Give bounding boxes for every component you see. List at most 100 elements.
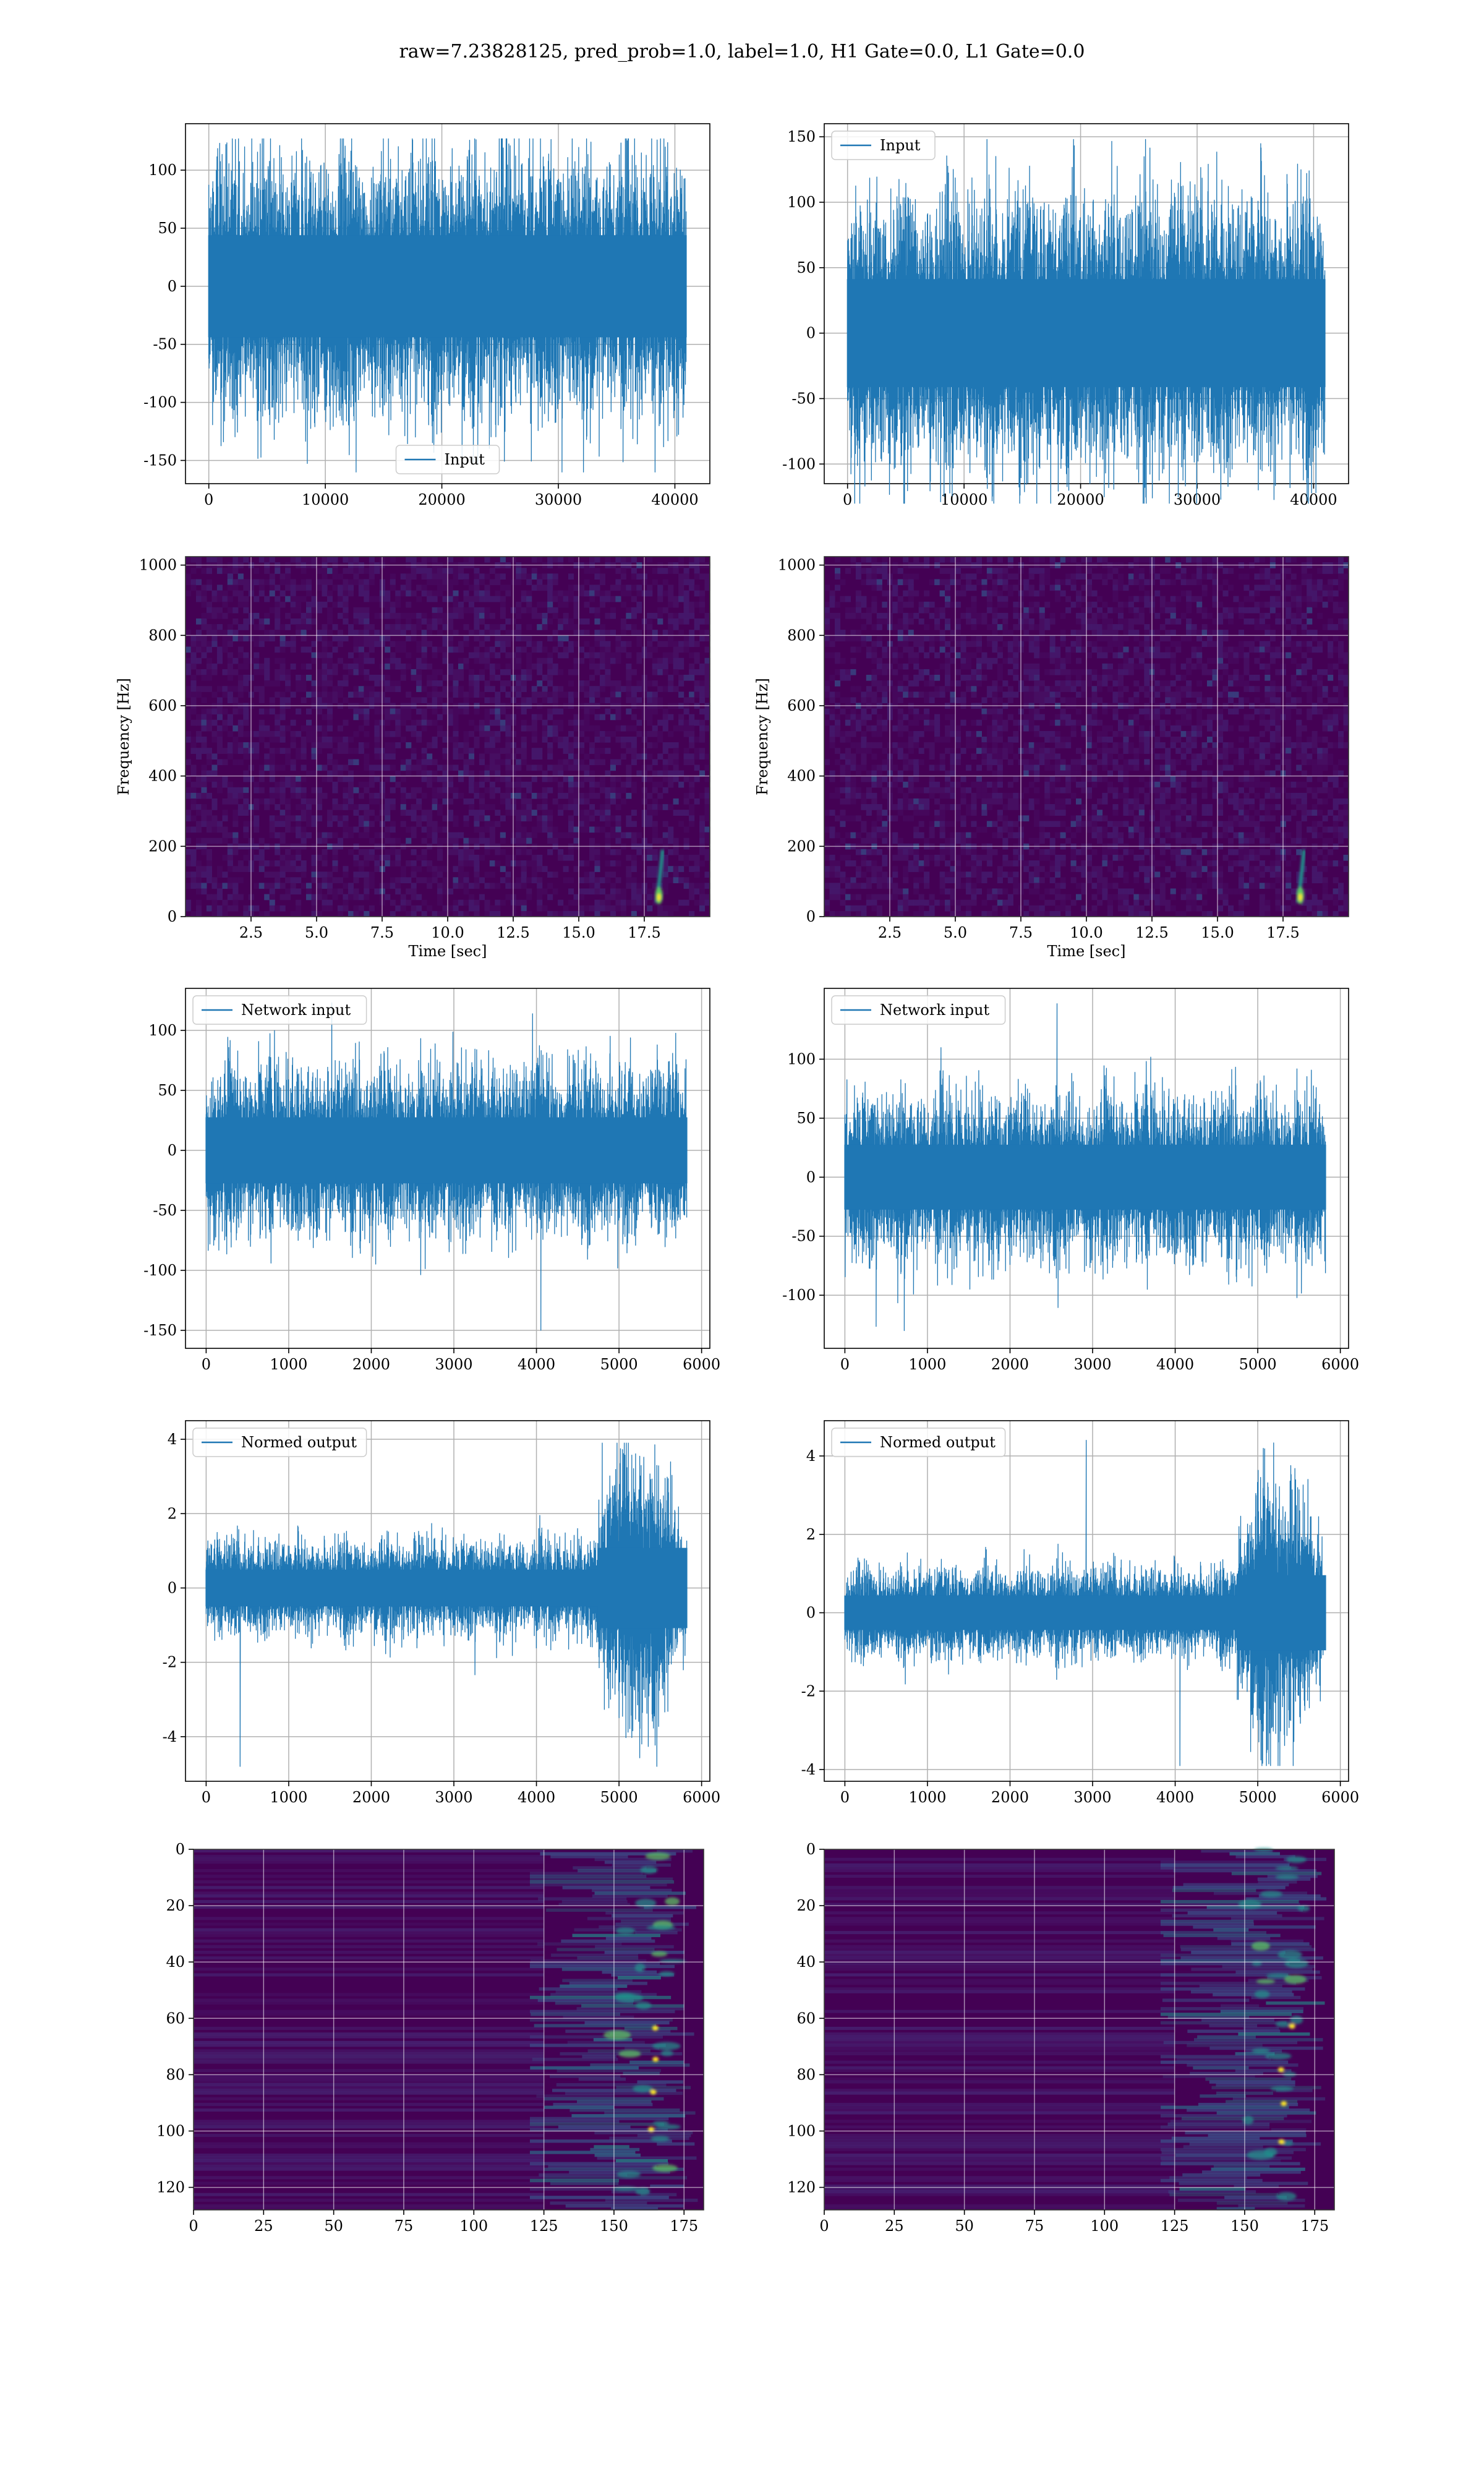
spectrogram-cell: [537, 624, 543, 630]
spectrogram-cell: [976, 635, 982, 641]
spectrogram-cell: [232, 815, 239, 821]
spectrogram-cell: [573, 607, 579, 614]
spectrogram-cell: [353, 573, 359, 580]
spectrogram-cell: [563, 742, 569, 748]
spectrogram-cell: [416, 821, 422, 828]
spectrogram-cell: [484, 871, 490, 878]
spectrogram-cell: [343, 675, 349, 681]
spectrogram-cell: [385, 635, 391, 641]
spectrogram-cell: [285, 781, 291, 788]
spectrogram-cell: [542, 821, 548, 828]
spectrogram-cell: [882, 759, 888, 766]
spectrogram-cell: [322, 691, 328, 698]
spectrogram-cell: [322, 714, 328, 721]
spectrogram-cell: [547, 849, 553, 855]
spectrogram-cell: [301, 596, 307, 602]
spectrogram-cell: [579, 910, 585, 917]
spectrogram-cell: [992, 719, 998, 726]
spectrogram-cell: [599, 601, 605, 608]
spectrogram-cell: [866, 866, 872, 872]
spectrogram-cell: [620, 753, 626, 760]
spectrogram-cell: [908, 596, 914, 602]
spectrogram-cell: [678, 675, 684, 681]
spectrogram-cell: [652, 781, 658, 788]
spectrogram-cell: [913, 810, 919, 816]
spectrogram-cell: [364, 596, 370, 602]
spectrogram-cell: [395, 860, 401, 867]
spectrogram-cell: [599, 776, 605, 782]
spectrogram-cell: [866, 725, 872, 732]
spectrogram-cell: [453, 686, 459, 692]
spectrogram-cell: [668, 804, 674, 810]
spectrogram-cell: [699, 837, 706, 844]
spectrogram-cell: [647, 849, 653, 855]
spectrogram-cell: [327, 579, 333, 586]
spectrogram-cell: [594, 826, 600, 833]
spectrogram-cell: [453, 742, 459, 748]
spectrogram-cell: [353, 910, 359, 917]
spectrogram-cell: [505, 618, 511, 625]
spectrogram-cell: [406, 663, 412, 670]
spectrogram-cell: [689, 894, 695, 901]
spectrogram-cell: [406, 860, 412, 867]
spectrogram-cell: [254, 855, 260, 861]
spectrogram-cell: [652, 742, 658, 748]
spectrogram-cell: [584, 708, 590, 715]
spectrogram-cell: [657, 669, 663, 675]
spectrogram-cell: [526, 910, 532, 917]
spectrogram-cell: [636, 652, 642, 659]
spectrogram-cell: [243, 663, 249, 670]
spectrogram-cell: [678, 657, 684, 664]
spectrogram-cell: [589, 905, 595, 912]
spectrogram-cell: [495, 708, 501, 715]
spectrogram-cell: [442, 612, 448, 619]
spectrogram-cell: [495, 905, 501, 912]
spectrogram-cell: [327, 657, 333, 664]
spectrogram-cell: [516, 877, 522, 883]
spectrogram-cell: [573, 742, 579, 748]
spectrogram-cell: [275, 596, 281, 602]
spectrogram-cell: [337, 612, 343, 619]
spectrogram-cell: [237, 579, 244, 586]
spectrogram-cell: [955, 568, 962, 574]
spectrogram-cell: [918, 730, 924, 737]
spectrogram-cell: [908, 815, 914, 821]
spectrogram-cell: [950, 697, 956, 703]
spectrogram-cell: [997, 601, 1003, 608]
spectrogram-cell: [437, 680, 443, 687]
spectrogram-cell: [824, 899, 830, 906]
spectrogram-cell: [463, 663, 469, 670]
spectrogram-cell: [950, 714, 956, 721]
spectrogram-cell: [589, 652, 595, 659]
spectrogram-cell: [453, 877, 459, 883]
spectrogram-cell: [908, 804, 914, 810]
spectrogram-cell: [317, 568, 323, 574]
spectrogram-cell: [453, 730, 459, 737]
spectrogram-cell: [243, 657, 249, 664]
spectrogram-cell: [981, 584, 987, 591]
spectrogram-cell: [850, 781, 856, 788]
spectrogram-cell: [678, 810, 684, 816]
spectrogram-cell: [897, 798, 903, 805]
spectrogram-cell: [211, 630, 218, 636]
spectrogram-cell: [704, 871, 710, 878]
spectrogram-cell: [945, 657, 951, 664]
spectrogram-cell: [610, 871, 616, 878]
spectrogram-cell: [432, 770, 438, 777]
spectrogram-cell: [966, 764, 972, 771]
spectrogram-cell: [950, 753, 956, 760]
spectrogram-cell: [673, 601, 679, 608]
spectrogram-cell: [358, 630, 364, 636]
spectrogram-cell: [835, 618, 841, 625]
spectrogram-cell: [835, 815, 841, 821]
spectrogram-cell: [400, 719, 406, 726]
spectrogram-cell: [945, 837, 951, 844]
spectrogram-cell: [903, 781, 909, 788]
spectrogram-cell: [458, 855, 464, 861]
spectrogram-cell: [699, 697, 706, 703]
spectrogram-cell: [232, 630, 239, 636]
spectrogram-cell: [861, 714, 867, 721]
spectrogram-cell: [918, 798, 924, 805]
spectrogram-cell: [237, 573, 244, 580]
spectrogram-cell: [448, 810, 454, 816]
